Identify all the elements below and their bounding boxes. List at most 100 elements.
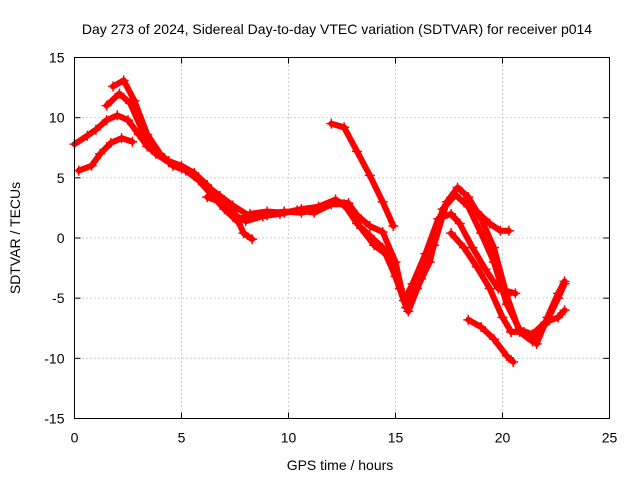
y-axis-label: SDTVAR / TECUs: [7, 182, 23, 294]
data-point: [508, 356, 519, 367]
data-point: [488, 242, 499, 253]
data-point: [364, 170, 375, 181]
data-point: [118, 75, 129, 86]
chart-title: Day 273 of 2024, Sidereal Day-to-day VTE…: [82, 21, 592, 37]
series-track-f: [326, 118, 399, 231]
data-point: [129, 95, 140, 106]
data-point: [114, 88, 125, 99]
y-tick-labels: -15 -10 -5 0 5 10 15: [44, 50, 64, 427]
data-point: [356, 223, 367, 234]
series-layer: [69, 75, 570, 367]
data-point: [202, 192, 213, 203]
data-point: [542, 312, 553, 323]
data-point: [167, 160, 178, 171]
data-point: [112, 110, 123, 121]
data-point: [142, 129, 153, 140]
data-point: [501, 290, 512, 301]
data-point: [377, 226, 388, 237]
data-point: [518, 326, 529, 337]
data-point: [484, 283, 495, 294]
data-point: [330, 194, 341, 205]
data-point: [105, 137, 116, 148]
data-point: [553, 312, 564, 323]
data-point: [215, 196, 226, 207]
data-point: [503, 225, 514, 236]
data-point: [296, 204, 307, 215]
series-track-j: [506, 276, 570, 349]
data-point: [73, 165, 84, 176]
axis-ticks: [74, 57, 610, 419]
data-point: [388, 220, 399, 231]
data-point: [123, 115, 133, 126]
data-point: [116, 133, 127, 144]
series-line: [508, 278, 568, 347]
data-point: [95, 148, 106, 159]
data-point: [484, 218, 495, 229]
data-point: [458, 195, 469, 206]
data-point: [446, 228, 457, 239]
series-line: [328, 120, 397, 229]
data-point: [180, 165, 191, 176]
data-point: [90, 124, 101, 135]
data-point: [313, 201, 324, 212]
x-tick-label: 15: [388, 430, 404, 446]
data-point: [101, 115, 112, 126]
data-point: [227, 204, 238, 215]
y-tick-label: 10: [49, 110, 65, 126]
y-tick-label: 0: [57, 230, 65, 246]
data-point: [247, 234, 258, 245]
x-tick-label: 25: [602, 430, 618, 446]
data-point: [488, 334, 499, 345]
grid: [74, 57, 610, 419]
data-point: [339, 122, 350, 133]
y-tick-label: -5: [52, 290, 65, 306]
y-tick-label: -15: [44, 411, 64, 427]
x-tick-labels: 0 5 10 15 20 25: [71, 430, 618, 446]
data-point: [480, 264, 491, 275]
data-point: [501, 350, 512, 361]
data-point: [476, 322, 487, 333]
data-point: [381, 249, 392, 260]
x-axis-label: GPS time / hours: [287, 457, 394, 473]
data-point: [403, 306, 414, 317]
data-point: [343, 204, 354, 215]
x-tick-label: 0: [71, 430, 79, 446]
data-point: [193, 175, 204, 186]
data-point: [497, 312, 508, 323]
data-point: [506, 326, 517, 337]
series-track-h: [446, 228, 517, 337]
y-tick-label: -10: [44, 350, 64, 366]
series-track-e: [202, 192, 258, 245]
data-point: [326, 118, 337, 129]
data-point: [429, 240, 440, 251]
data-point: [155, 148, 166, 159]
data-point: [108, 81, 119, 92]
x-tick-label: 5: [178, 430, 186, 446]
data-point: [553, 288, 564, 299]
data-point: [463, 314, 474, 325]
series-line: [448, 230, 515, 335]
data-point: [471, 206, 482, 217]
data-point: [238, 228, 249, 239]
series-track-d: [73, 133, 138, 176]
x-tick-label: 10: [281, 430, 297, 446]
data-point: [458, 242, 469, 253]
data-point: [446, 208, 457, 219]
data-point: [510, 288, 521, 299]
data-point: [452, 182, 463, 193]
data-point: [369, 240, 380, 251]
data-point: [244, 208, 255, 219]
data-point: [531, 338, 542, 349]
data-point: [559, 305, 570, 316]
y-tick-label: 15: [49, 50, 65, 66]
data-point: [377, 196, 388, 207]
data-point: [441, 196, 452, 207]
series-line: [110, 77, 568, 345]
series-track-i: [463, 314, 519, 367]
data-point: [101, 100, 112, 111]
data-point: [279, 207, 290, 218]
data-point: [127, 136, 138, 147]
data-point: [471, 261, 482, 272]
data-point: [467, 242, 478, 253]
data-point: [351, 146, 362, 157]
